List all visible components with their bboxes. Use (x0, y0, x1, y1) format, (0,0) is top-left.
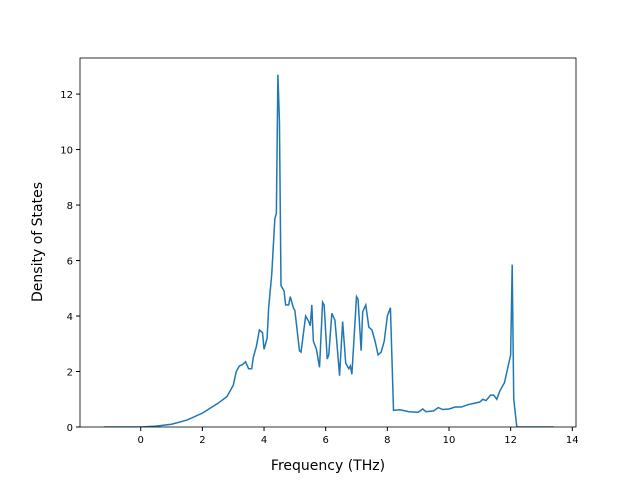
y-tick-label: 4 (67, 312, 73, 323)
y-tick-label: 6 (67, 257, 73, 268)
y-tick-label: 10 (60, 146, 73, 157)
x-axis-label: Frequency (THz) (271, 458, 385, 474)
x-tick-label: 8 (384, 435, 390, 446)
x-tick-label: 12 (504, 435, 517, 446)
y-tick-label: 0 (67, 423, 73, 434)
x-tick-label: 0 (138, 435, 144, 446)
x-tick-label: 10 (443, 435, 456, 446)
y-tick-label: 12 (60, 90, 73, 101)
y-axis-label: Density of States (30, 182, 46, 302)
x-tick-label: 4 (261, 435, 267, 446)
x-tick-label: 6 (323, 435, 329, 446)
dos-line (103, 74, 554, 427)
plot-frame (79, 57, 577, 428)
y-tick-label: 8 (67, 201, 73, 212)
x-tick-label: 14 (566, 435, 579, 446)
y-tick-label: 2 (67, 368, 73, 379)
x-tick-label: 2 (199, 435, 205, 446)
